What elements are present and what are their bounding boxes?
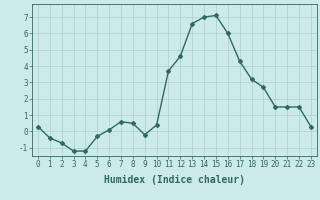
- X-axis label: Humidex (Indice chaleur): Humidex (Indice chaleur): [104, 175, 245, 185]
